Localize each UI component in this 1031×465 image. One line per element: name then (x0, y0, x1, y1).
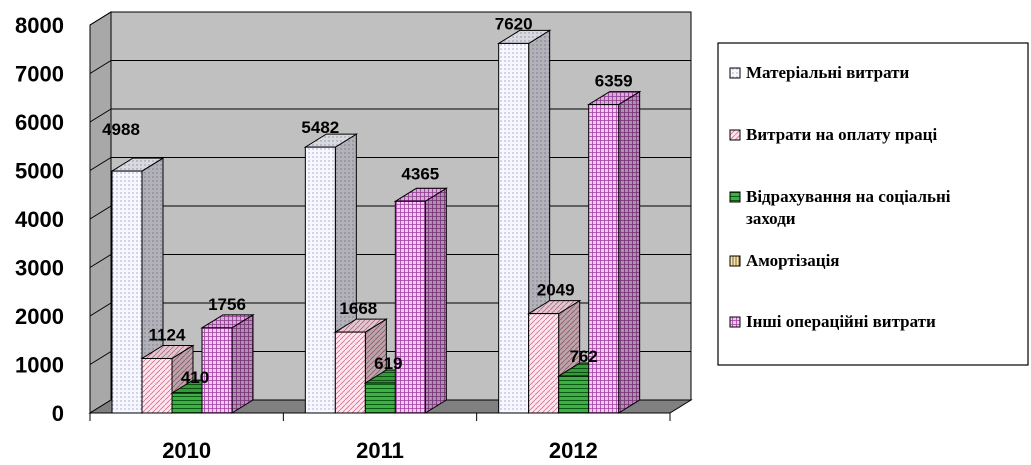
legend: Матеріальні витрати Витрати на оплату пра… (717, 42, 1029, 366)
bar (528, 313, 560, 414)
data-label: 4988 (102, 120, 140, 139)
legend-swatch (729, 191, 741, 203)
gridline-side (89, 11, 112, 26)
bar-side-shade (618, 91, 640, 413)
bar (304, 146, 336, 414)
data-label: 5482 (301, 118, 339, 137)
legend-entry: Амортізація (746, 251, 839, 270)
bar-top-shade (588, 91, 640, 105)
data-label: 1124 (149, 325, 186, 344)
bar (394, 200, 426, 414)
legend-entry: заходи (746, 209, 796, 228)
bar (364, 382, 396, 414)
gridline-side (89, 108, 112, 123)
bar (334, 331, 366, 414)
data-label: 7620 (495, 14, 533, 33)
bar-top-shade (202, 314, 253, 328)
bar (141, 357, 173, 414)
bar (171, 392, 203, 414)
data-label: 6359 (595, 72, 633, 91)
bar (558, 375, 590, 414)
gridline-side (89, 302, 112, 317)
y-tick-label: 4000 (15, 207, 64, 232)
legend-entry: Матеріальні витрати (746, 63, 910, 82)
y-tick-label: 7000 (15, 62, 64, 87)
bar-side-shade (232, 314, 253, 413)
y-tick-label: 2000 (15, 304, 64, 329)
x-tick-label: 2012 (549, 438, 598, 463)
legend-swatch (729, 316, 741, 328)
y-tick-label: 6000 (15, 110, 64, 135)
data-label: 1668 (339, 299, 377, 318)
legend-entry: Інші операційні витрати (746, 312, 936, 331)
y-tick-label: 8000 (15, 13, 64, 38)
bar-top-shade (335, 319, 387, 333)
gridline-side (89, 351, 112, 365)
legend-box (717, 42, 1029, 366)
bar-side-shade (425, 188, 447, 413)
data-label: 410 (181, 368, 209, 387)
gridline-side (89, 60, 112, 74)
gridline-side (89, 254, 112, 268)
x-tick-label: 2011 (356, 438, 404, 463)
legend-swatch (729, 129, 741, 141)
data-label: 762 (569, 347, 597, 366)
legend-entry: Витрати на оплату праці (746, 125, 937, 144)
x-tick-label: 2010 (162, 438, 211, 463)
gridline-side (89, 157, 112, 171)
bar-top-shade (142, 345, 193, 359)
bar-top-shade (528, 300, 580, 314)
gridline-side (89, 205, 112, 220)
chart-axes: 0 1000 2000 3000 4000 5000 6000 7000 8000 2010 201… (15, 13, 671, 463)
y-tick-label: 0 (52, 401, 64, 426)
bar-top-shade (112, 158, 163, 172)
y-tick-label: 3000 (15, 256, 64, 281)
bar (111, 170, 143, 414)
chart-labels: 4988 1124 410 1756 5482 1668 619 4365 7620 2049 76… (102, 14, 632, 387)
bar (201, 327, 233, 414)
legend-swatch (729, 67, 741, 79)
bar (498, 42, 530, 414)
data-label: 2049 (537, 281, 575, 300)
data-label: 4365 (401, 164, 439, 183)
bar (588, 104, 620, 414)
data-label: 1756 (208, 295, 246, 314)
data-label: 619 (374, 354, 402, 373)
y-tick-label: 1000 (15, 353, 64, 378)
y-tick-label: 5000 (15, 159, 64, 184)
legend-entry: Відрахування на соціальні (746, 187, 951, 206)
bar-top-shade (305, 134, 357, 148)
legend-swatch (729, 255, 741, 267)
bar-top-shade (498, 30, 550, 44)
bar-top-shade (395, 188, 447, 202)
